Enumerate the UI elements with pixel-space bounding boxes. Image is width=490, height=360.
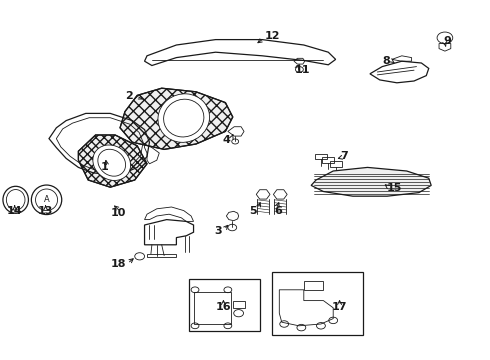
Text: 9: 9 [443, 36, 451, 46]
Bar [194, 292, 231, 324]
Ellipse shape [158, 94, 210, 142]
Bar [315, 154, 327, 159]
Bar [189, 279, 260, 331]
Text: 17: 17 [332, 302, 347, 312]
Text: 6: 6 [274, 206, 282, 216]
Text: 13: 13 [38, 206, 53, 216]
Bar [322, 157, 334, 163]
Text: 2: 2 [125, 91, 133, 101]
Polygon shape [311, 167, 431, 196]
Text: 14: 14 [7, 206, 23, 216]
Text: 16: 16 [216, 302, 231, 312]
Text: 12: 12 [265, 31, 280, 41]
Text: 3: 3 [214, 226, 221, 236]
Bar [330, 161, 342, 167]
Text: 5: 5 [249, 206, 257, 216]
Text: 8: 8 [383, 56, 391, 66]
Text: 11: 11 [295, 65, 311, 75]
Text: 7: 7 [341, 150, 348, 161]
Text: 18: 18 [111, 258, 126, 269]
Bar [272, 272, 363, 335]
Text: 15: 15 [387, 183, 402, 193]
Text: 4: 4 [222, 135, 230, 145]
Ellipse shape [93, 145, 130, 180]
Polygon shape [78, 135, 147, 187]
Text: 1: 1 [100, 162, 108, 172]
Text: A: A [44, 195, 49, 204]
Text: 10: 10 [110, 208, 125, 218]
Polygon shape [120, 88, 233, 149]
